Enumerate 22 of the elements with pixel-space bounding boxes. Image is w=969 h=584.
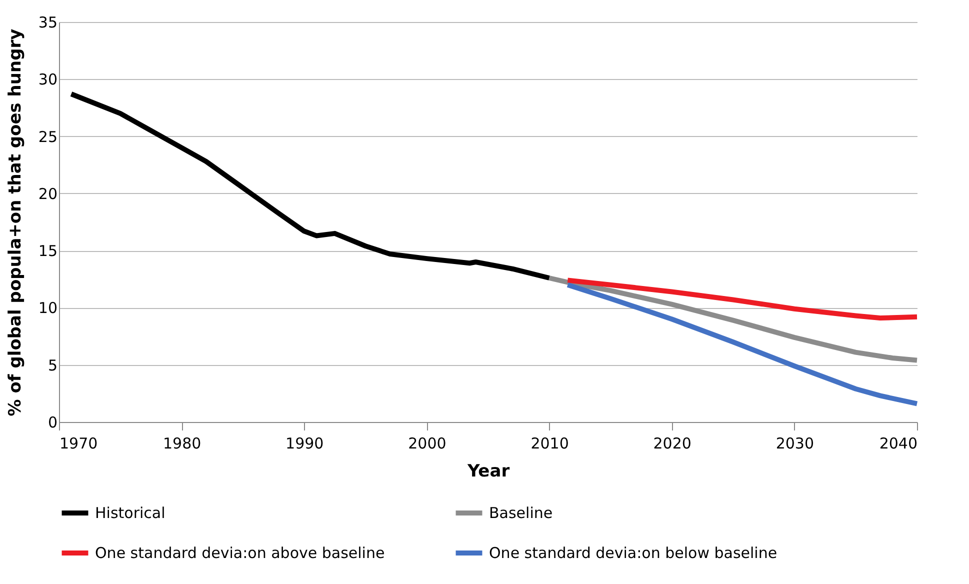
y-tick-label: 0 bbox=[48, 414, 58, 432]
y-tick-label: 25 bbox=[38, 128, 58, 146]
legend-label: Historical bbox=[95, 504, 166, 522]
legend-label: Baseline bbox=[489, 504, 553, 522]
x-tick-label: 2030 bbox=[776, 434, 814, 452]
y-tick-label: 30 bbox=[38, 70, 58, 89]
x-tick-label: 1990 bbox=[286, 434, 324, 452]
legend-label: One standard devia:on below baseline bbox=[489, 544, 778, 562]
y-tick-label: 10 bbox=[38, 299, 58, 318]
x-axis-title: Year bbox=[466, 462, 510, 482]
x-tick-label: 2000 bbox=[408, 434, 446, 452]
y-axis-title: % of global popula+on that goes hungry bbox=[5, 28, 26, 416]
x-tick-label: 2040 bbox=[879, 434, 918, 452]
y-tick-label: 15 bbox=[38, 242, 58, 260]
x-tick-label: 2020 bbox=[653, 434, 692, 452]
x-tick-label: 1970 bbox=[60, 434, 98, 452]
x-tick-label: 1980 bbox=[162, 434, 202, 452]
y-tick-label: 20 bbox=[38, 184, 58, 203]
x-tick-label: 2010 bbox=[530, 434, 569, 452]
y-tick-label: 5 bbox=[48, 356, 58, 374]
y-tick-label: 35 bbox=[38, 14, 58, 32]
legend-label: One standard devia:on above baseline bbox=[95, 544, 385, 562]
